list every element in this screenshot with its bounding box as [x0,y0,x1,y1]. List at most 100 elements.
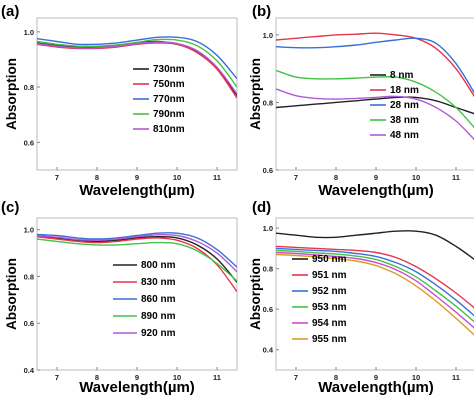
panel-label: (a) [1,3,19,20]
x-tick-label: 11 [213,373,221,382]
x-tick-label: 10 [173,173,181,182]
legend-label: 18 nm [390,85,419,96]
legend-label: 28 nm [390,100,419,111]
x-tick-label: 7 [55,373,59,382]
x-tick-label: 7 [55,173,59,182]
y-tick-label: 0.4 [24,366,35,375]
legend-label: 920 nm [141,328,176,339]
x-tick-label: 10 [412,373,420,382]
legend-label: 8 nm [390,70,413,81]
legend-label: 750nm [153,79,185,90]
series-line [37,236,237,293]
y-tick-label: 0.6 [24,138,34,147]
legend-label: 810nm [153,124,185,135]
x-tick-label: 8 [334,173,338,182]
plot-frame [275,17,474,171]
series-line [276,32,474,98]
x-tick-label: 8 [95,173,99,182]
series-line [276,249,474,323]
legend: 950 nm 951 nm 952 nm 953 nm 954 nm 955 nm [292,254,347,345]
legend-label: 48 nm [390,130,419,141]
x-tick-label: 10 [412,173,420,182]
legend-label: 953 nm [312,302,347,313]
x-tick-label: 8 [95,373,99,382]
series-line [276,230,474,260]
x-axis-label: Wavelength(µm) [79,182,195,199]
panel-c: (c) 0.4 0.6 0.8 1.0 7 8 9 10 11 Absorption Waveleng… [1,199,238,396]
panel-label: (d) [252,199,271,216]
series-line [276,88,474,141]
panel-a: (a) 0.6 0.8 1.0 7 8 9 10 11 Absorption Wavelength(… [1,3,238,199]
series-line [276,253,474,336]
panel-label: (b) [252,3,271,20]
y-tick-label: 0.8 [263,98,273,107]
series-group [276,230,474,336]
y-tick-label: 0.6 [263,166,273,175]
y-tick-label: 1.0 [24,226,34,235]
series-line [276,247,474,317]
legend-label: 860 nm [141,294,176,305]
y-tick-label: 1.0 [263,224,273,233]
legend-label: 950 nm [312,254,347,265]
y-tick-label: 1.0 [24,28,34,37]
panel-b: (b) 0.6 0.8 1.0 7 8 9 10 11 Absorption Wavelength(… [248,3,474,199]
y-tick-label: 0.8 [24,83,34,92]
legend-label: 890 nm [141,311,176,322]
series-group [37,36,237,99]
x-tick-label: 9 [135,373,139,382]
legend: 730nm 750nm 770nm 790nm 810nm [133,64,185,135]
plot-frame [275,217,474,371]
x-tick-label: 11 [452,173,460,182]
series-line [37,233,237,273]
legend-label: 830 nm [141,277,176,288]
panel-d: (d) 0.4 0.6 0.8 1.0 7 8 9 10 11 Absorption Waveleng… [248,199,474,396]
series-line [37,38,237,88]
legend-label: 790nm [153,109,185,120]
y-tick-label: 1.0 [263,31,273,40]
y-tick-label: 0.6 [24,319,34,328]
series-line [276,96,474,115]
legend-label: 770nm [153,94,185,105]
x-axis-label: Wavelength(µm) [318,182,434,199]
x-axis-label: Wavelength(µm) [318,379,434,396]
series-line [276,69,474,129]
panel-label: (c) [1,199,19,216]
legend-label: 952 nm [312,286,347,297]
series-line [37,41,237,95]
y-tick-label: 0.4 [263,346,274,355]
series-line [276,245,474,309]
series-group [37,232,237,293]
series-line [276,251,474,329]
y-tick-label: 0.8 [263,265,273,274]
y-tick-label: 0.8 [24,272,34,281]
legend: 8 nm 18 nm 28 nm 38 nm 48 nm [370,70,419,141]
series-line [37,232,237,268]
legend-label: 954 nm [312,318,347,329]
x-tick-label: 7 [294,173,298,182]
series-group [276,32,474,141]
legend-label: 38 nm [390,115,419,126]
legend-label: 730nm [153,64,185,75]
x-tick-label: 11 [213,173,221,182]
x-tick-label: 9 [374,173,378,182]
x-axis-label: Wavelength(µm) [79,379,195,396]
legend-label: 800 nm [141,260,176,271]
series-line [37,36,237,80]
y-axis-label: Absorption [248,258,263,330]
series-line [276,37,474,94]
y-tick-label: 0.6 [263,305,273,314]
x-tick-label: 7 [294,373,298,382]
legend-label: 955 nm [312,334,347,345]
x-tick-label: 9 [374,373,378,382]
x-tick-label: 10 [173,373,181,382]
series-line [37,238,237,282]
y-axis-label: Absorption [4,258,19,330]
x-tick-label: 9 [135,173,139,182]
x-tick-label: 11 [452,373,460,382]
legend: 800 nm 830 nm 860 nm 890 nm 920 nm [113,260,176,339]
x-tick-label: 8 [334,373,338,382]
legend-label: 951 nm [312,270,347,281]
y-axis-label: Absorption [248,58,263,130]
y-axis-label: Absorption [4,58,19,130]
